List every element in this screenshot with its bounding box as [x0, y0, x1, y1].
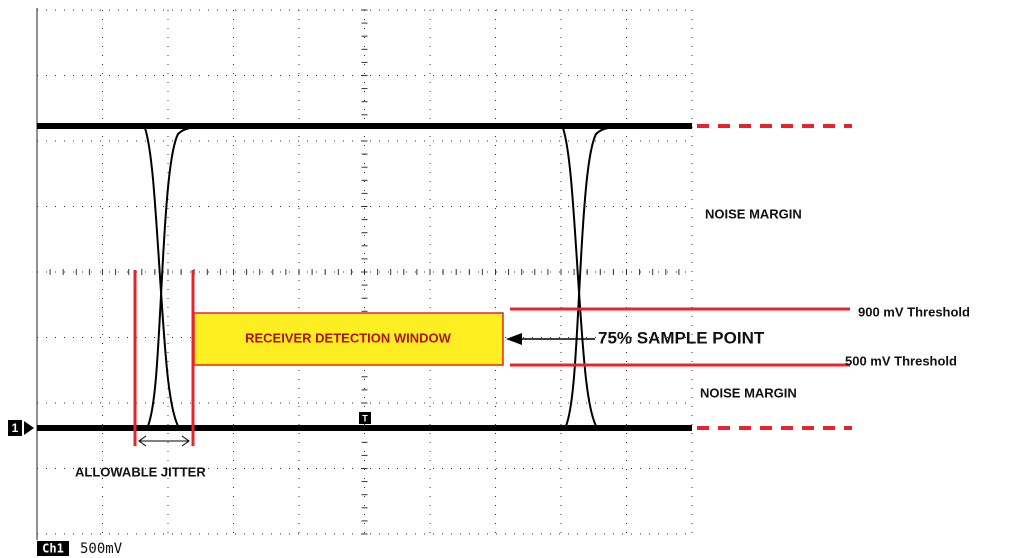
detection-window: [193, 312, 504, 366]
threshold-high-label: 900 mV Threshold: [858, 304, 970, 319]
noise-margin-label: NOISE MARGIN: [700, 385, 797, 400]
channel-badge: [37, 541, 69, 556]
sample-point-label: 75% SAMPLE POINT: [598, 328, 765, 347]
falling-edge: [144, 127, 179, 427]
noise-margin-label: NOISE MARGIN: [705, 206, 802, 221]
jitter-label: ALLOWABLE JITTER: [75, 464, 206, 479]
eye-transitions: [144, 126, 624, 427]
sample-arrow-head: [506, 333, 522, 345]
graticule: [36, 9, 693, 540]
jitter-arrow: [138, 435, 190, 447]
trigger-marker-label: T: [362, 413, 368, 423]
high-level-trace: [37, 123, 692, 129]
trigger-marker: [359, 412, 371, 424]
channel-marker-label: 1: [12, 421, 19, 435]
channel-marker: [8, 420, 22, 436]
channel-scale: 500mV: [80, 541, 123, 557]
falling-edge: [562, 127, 597, 427]
threshold-low-label: 500 mV Threshold: [845, 353, 957, 368]
channel-badge-label: Ch1: [42, 542, 64, 556]
rising-edge: [565, 126, 624, 427]
channel-marker-arrow: [24, 421, 34, 435]
rising-edge: [147, 126, 206, 427]
low-level-trace: [37, 425, 692, 431]
detection-window-label: RECEIVER DETECTION WINDOW: [245, 330, 452, 345]
